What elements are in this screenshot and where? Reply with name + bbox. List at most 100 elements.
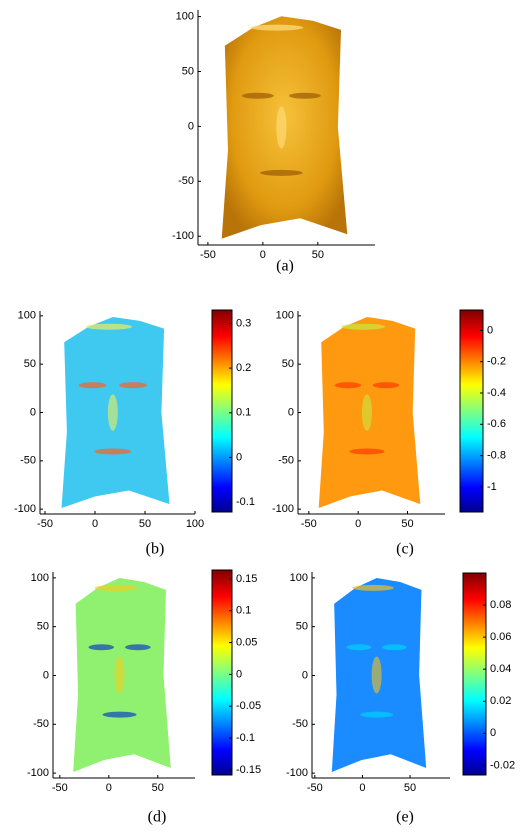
y-tick-label: 100 [18, 310, 36, 322]
feature [289, 93, 321, 99]
feature [362, 394, 372, 431]
colorbar-tick-label: 0.2 [236, 362, 251, 374]
feature [260, 170, 302, 176]
feature [125, 644, 151, 650]
y-tick-label: -100 [272, 503, 294, 515]
colorbar-tick-label: 0.1 [236, 605, 251, 617]
y-tick-label: 0 [188, 120, 194, 132]
colorbar-tick-label: 0.3 [236, 317, 251, 329]
y-tick-label: -50 [278, 455, 294, 467]
colorbar-tick-label: -0.15 [236, 764, 261, 776]
y-tick-label: 100 [31, 572, 49, 584]
y-tick-label: -100 [14, 503, 36, 515]
colorbar-tick-label: -0.1 [236, 732, 255, 744]
x-tick-label: 50 [139, 518, 151, 530]
caption: (d) [148, 809, 167, 826]
colorbar [212, 570, 232, 775]
caption: (b) [146, 541, 165, 558]
y-tick-label: 0 [43, 669, 49, 681]
colorbar-tick-label: -0.4 [487, 387, 506, 399]
colorbar-tick-label: -0.1 [236, 496, 255, 508]
x-tick-label: -50 [301, 518, 317, 530]
feature [360, 712, 393, 718]
panel: -50 0 50 100 50 0 -50 -100 (a) [172, 10, 375, 275]
x-tick-label: 0 [106, 782, 112, 794]
page: -50050100500-50-100(a)-50050100100500-50… [0, 0, 522, 834]
feature [352, 585, 393, 591]
x-tick-label: 0 [355, 518, 361, 530]
feature [88, 644, 114, 650]
feature [79, 382, 107, 388]
colorbar-tick-label: 0.06 [490, 631, 511, 643]
colorbar-tick-label: 0 [490, 727, 496, 739]
feature [95, 585, 138, 591]
colorbar-tick-label: 0.02 [490, 695, 511, 707]
feature [115, 656, 125, 693]
feature [276, 106, 286, 148]
y-tick-label: 50 [24, 358, 36, 370]
feature [341, 324, 385, 330]
feature [347, 644, 372, 650]
x-tick-label: -50 [307, 782, 323, 794]
colorbar-tick-label: 0.15 [236, 573, 257, 585]
panel: -50 0 50 100 50 0 -50 -100 0.08 0.06 0.04 0.02 0 -0.0… [286, 572, 515, 826]
colorbar-tick-label: 0.1 [236, 407, 251, 419]
y-tick-label: -100 [286, 767, 308, 779]
feature [250, 25, 303, 31]
x-tick-label: 50 [312, 249, 324, 261]
y-tick-label: 0 [288, 406, 294, 418]
feature [103, 712, 137, 718]
y-tick-label: -50 [178, 175, 194, 187]
y-tick-label: 100 [290, 572, 308, 584]
colorbar-tick-label: 0.04 [490, 663, 511, 675]
y-tick-label: 50 [282, 358, 294, 370]
y-tick-label: -100 [27, 767, 49, 779]
colorbar-tick-label: 0 [236, 451, 242, 463]
x-tick-label: 0 [359, 782, 365, 794]
feature [86, 324, 133, 330]
x-tick-label: -50 [52, 782, 68, 794]
x-tick-label: 50 [404, 782, 416, 794]
colorbar-tick-label: -1 [487, 481, 497, 493]
y-tick-label: 0 [302, 669, 308, 681]
y-tick-label: 100 [276, 310, 294, 322]
y-tick-label: -100 [172, 230, 194, 242]
x-tick-label: 50 [152, 782, 164, 794]
colorbar-tick-label: -0.6 [487, 418, 506, 430]
x-tick-label: 50 [401, 518, 413, 530]
y-tick-label: -50 [33, 718, 49, 730]
feature [373, 382, 399, 388]
y-tick-label: 0 [30, 406, 36, 418]
colorbar-tick-label: 0.08 [490, 599, 511, 611]
y-tick-label: 100 [176, 10, 194, 22]
caption: (c) [396, 541, 414, 558]
colorbar-tick-label: -0.2 [487, 356, 506, 368]
x-tick-label: 0 [260, 249, 266, 261]
figure: -50050100500-50-100(a)-50050100100500-50… [0, 0, 522, 834]
caption: (a) [276, 258, 294, 275]
colorbar [460, 310, 483, 512]
feature [349, 449, 384, 455]
x-tick-label: 100 [186, 518, 204, 530]
x-tick-label: -50 [200, 249, 216, 261]
x-tick-label: 0 [92, 518, 98, 530]
feature [119, 382, 147, 388]
colorbar-tick-label: -0.02 [490, 759, 515, 771]
y-tick-label: -50 [292, 718, 308, 730]
x-tick-label: -50 [37, 518, 53, 530]
feature [335, 382, 361, 388]
colorbar-tick-label: 0 [236, 668, 242, 680]
caption: (e) [396, 809, 414, 826]
y-tick-label: 50 [296, 621, 308, 633]
colorbar [212, 310, 232, 512]
colorbar-tick-label: -0.05 [236, 700, 261, 712]
feature [242, 93, 274, 99]
feature [382, 644, 407, 650]
y-tick-label: 50 [182, 65, 194, 77]
y-tick-label: 50 [37, 621, 49, 633]
colorbar [463, 573, 486, 775]
feature [94, 449, 131, 455]
